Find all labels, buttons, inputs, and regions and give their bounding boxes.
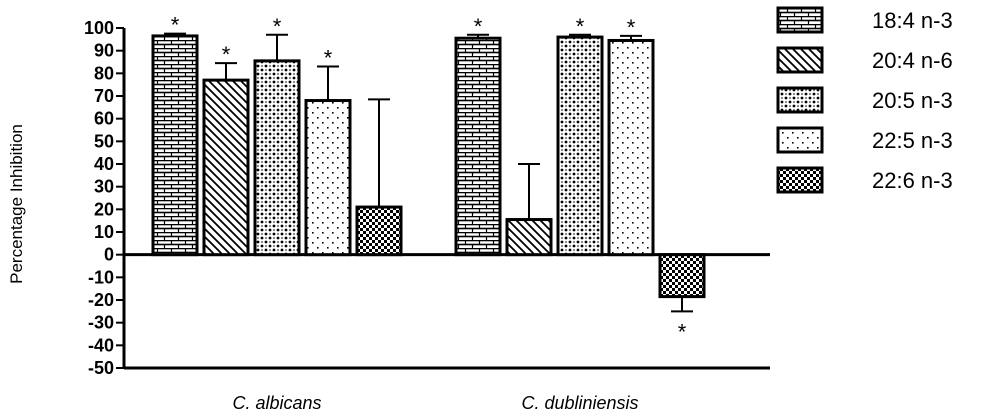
y-tick-label: 40 bbox=[94, 154, 114, 174]
y-tick-label: 100 bbox=[84, 18, 114, 38]
y-tick-label: 0 bbox=[104, 245, 114, 265]
significance-star: * bbox=[273, 14, 282, 39]
bar-brick-0 bbox=[151, 34, 199, 257]
y-tick-label: -30 bbox=[88, 313, 114, 333]
significance-star: * bbox=[576, 14, 585, 39]
bar-dots-cross-1 bbox=[556, 35, 604, 257]
legend-swatch bbox=[776, 166, 824, 194]
legend-label: 22:5 n-3 bbox=[872, 128, 953, 153]
y-tick-label: 10 bbox=[94, 222, 114, 242]
y-tick-label: 60 bbox=[94, 109, 114, 129]
y-tick-label: 20 bbox=[94, 199, 114, 219]
y-tick-label: 80 bbox=[94, 63, 114, 83]
y-tick-label: 70 bbox=[94, 86, 114, 106]
legend-label: 20:4 n-6 bbox=[872, 48, 953, 73]
bar-dots-sparse-0 bbox=[304, 99, 352, 257]
legend-label: 22:6 n-3 bbox=[872, 168, 953, 193]
y-tick-label: 30 bbox=[94, 177, 114, 197]
bar-dots-cross-0 bbox=[253, 59, 301, 257]
error-bars bbox=[164, 32, 693, 313]
significance-star: * bbox=[678, 319, 687, 344]
significance-star: * bbox=[222, 42, 231, 67]
significance-star: * bbox=[627, 15, 636, 40]
legend-label: 20:5 n-3 bbox=[872, 88, 953, 113]
bars bbox=[151, 34, 706, 299]
y-axis-title: Percentage Inhibition bbox=[7, 124, 26, 284]
y-tick-label: -50 bbox=[88, 358, 114, 378]
category-label: C. dubliniensis bbox=[521, 393, 638, 413]
legend-swatch bbox=[776, 86, 824, 114]
legend-swatch bbox=[776, 126, 824, 154]
bar-checker-1 bbox=[658, 253, 706, 299]
category-labels: C. albicans C. dubliniensis bbox=[232, 393, 638, 413]
bar-diagonal-0 bbox=[202, 78, 250, 257]
bar-dots-sparse-1 bbox=[607, 38, 655, 257]
bar-brick-1 bbox=[454, 36, 502, 257]
significance-star: * bbox=[474, 14, 483, 39]
legend-swatch bbox=[776, 6, 824, 34]
y-tick-label: -20 bbox=[88, 290, 114, 310]
y-tick-label: 90 bbox=[94, 41, 114, 61]
significance-markers: * * * * * * * * bbox=[171, 13, 687, 345]
legend: 18:4 n-3 20:4 n-6 20:5 n-3 22:5 n-3 22:6 n-3 bbox=[776, 6, 953, 194]
y-tick-label: -40 bbox=[88, 335, 114, 355]
category-label: C. albicans bbox=[232, 393, 321, 413]
significance-star: * bbox=[171, 13, 180, 38]
y-tick-label: -10 bbox=[88, 267, 114, 287]
legend-label: 18:4 n-3 bbox=[872, 8, 953, 33]
bar-checker-0 bbox=[355, 205, 403, 257]
significance-star: * bbox=[324, 46, 333, 71]
bar-diagonal-1 bbox=[505, 218, 553, 257]
y-tick-label: 50 bbox=[94, 131, 114, 151]
legend-swatch bbox=[776, 46, 824, 74]
